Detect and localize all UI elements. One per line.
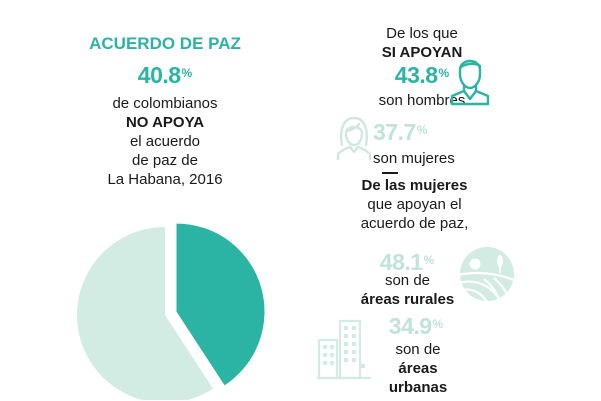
women-label: son mujeres <box>373 150 455 167</box>
desc-line-2: NO APOYA <box>125 114 205 131</box>
subsection-line-3: acuerdo de paz, <box>360 215 469 232</box>
pie-slice-1 <box>176 223 265 386</box>
intro-line-1: De los que <box>386 25 458 42</box>
desc-line-1: de colombianos <box>112 95 218 112</box>
women-stat: 37.7% <box>373 119 453 146</box>
men-unit: % <box>438 66 450 80</box>
no-apoya-value: 40.8 <box>137 62 181 88</box>
intro-line-2: SI APOYAN <box>381 44 463 61</box>
rural-line-2: áreas rurales <box>360 291 455 308</box>
desc-line-3: el acuerdo <box>129 133 201 150</box>
urban-line-1: son de <box>395 341 441 358</box>
rural-line-1: son de <box>384 272 431 289</box>
rural-stat: 48.1% <box>362 249 452 276</box>
rural-landscape-icon <box>460 247 514 301</box>
rural-unit: % <box>423 253 435 267</box>
pie-slice-2 <box>77 227 214 400</box>
desc-line-5: La Habana, 2016 <box>107 171 223 188</box>
man-icon <box>450 59 490 106</box>
no-apoya-description: de colombianos NO APOYA el acuerdo de pa… <box>60 94 270 189</box>
women-unit: % <box>416 123 428 137</box>
supporters-intro: De los que SI APOYAN <box>322 24 522 62</box>
woman-icon <box>336 116 372 161</box>
section-title: ACUERDO DE PAZ <box>89 34 241 53</box>
urban-stat: 34.9% <box>376 313 456 340</box>
women-subsection-intro: De las mujeres que apoyan el acuerdo de … <box>342 176 487 233</box>
buildings-icon <box>317 319 371 380</box>
urban-line-2: áreas urbanas <box>388 360 448 396</box>
subsection-line-2: que apoyan el <box>367 196 462 213</box>
men-stat: 43.8% <box>322 62 522 89</box>
women-value: 37.7 <box>373 119 416 145</box>
men-label: son hombres <box>378 92 466 109</box>
rural-value: 48.1 <box>379 249 423 275</box>
urban-label: son de áreas urbanas <box>368 340 468 397</box>
no-apoya-stat: 40.8% <box>60 62 270 89</box>
pie-chart <box>77 223 265 400</box>
section-divider <box>382 172 398 174</box>
rural-label: son de áreas rurales <box>345 271 470 309</box>
urban-unit: % <box>432 317 444 331</box>
subsection-line-1: De las mujeres <box>361 177 468 194</box>
desc-line-4: de paz de <box>132 152 198 169</box>
no-apoya-unit: % <box>181 66 193 80</box>
men-value: 43.8 <box>394 62 438 88</box>
urban-value: 34.9 <box>388 313 432 339</box>
